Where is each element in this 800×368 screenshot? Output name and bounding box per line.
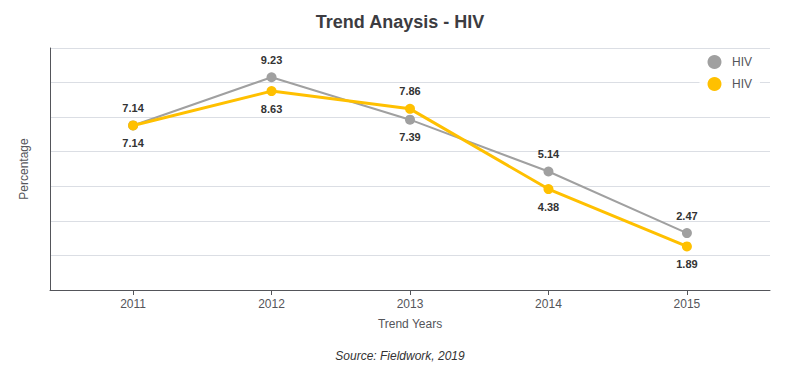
svg-text:2.47: 2.47	[676, 210, 697, 222]
svg-text:7.14: 7.14	[122, 102, 144, 114]
svg-text:2014: 2014	[535, 297, 562, 311]
svg-text:Trend Years: Trend Years	[378, 317, 442, 331]
svg-text:9.23: 9.23	[261, 54, 282, 66]
svg-text:1.89: 1.89	[676, 258, 697, 270]
svg-text:2012: 2012	[258, 297, 285, 311]
svg-text:8.63: 8.63	[261, 103, 282, 115]
svg-text:Trend Anaysis - HIV: Trend Anaysis - HIV	[316, 12, 484, 32]
svg-text:7.86: 7.86	[399, 85, 420, 97]
svg-text:Percentage: Percentage	[17, 138, 31, 200]
svg-text:4.38: 4.38	[538, 201, 559, 213]
svg-text:2013: 2013	[397, 297, 424, 311]
svg-text:7.14: 7.14	[122, 137, 144, 149]
svg-text:HIV: HIV	[732, 55, 752, 69]
svg-text:2011: 2011	[120, 297, 146, 311]
svg-text:HIV: HIV	[732, 77, 752, 91]
svg-text:5.14: 5.14	[538, 148, 560, 160]
svg-text:7.39: 7.39	[399, 131, 420, 143]
svg-text:2015: 2015	[674, 297, 701, 311]
svg-text:Source: Fieldwork, 2019: Source: Fieldwork, 2019	[335, 349, 465, 363]
